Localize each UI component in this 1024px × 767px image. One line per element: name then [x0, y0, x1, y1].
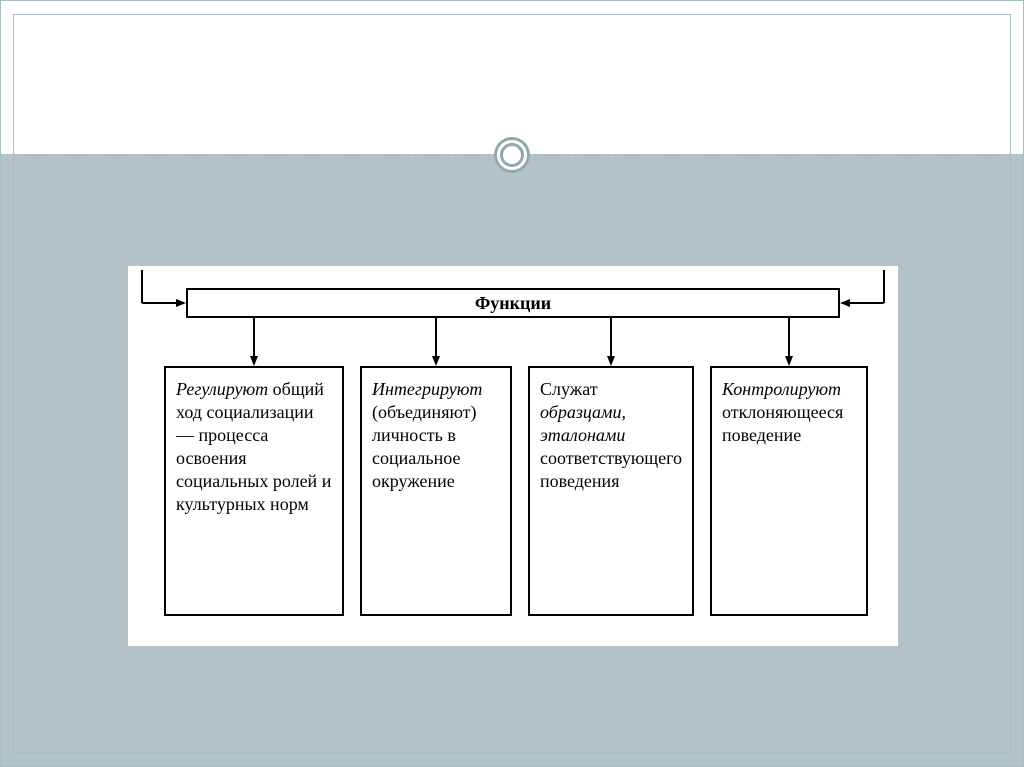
header-area	[1, 1, 1023, 154]
function-box-control: Контролируют отклоняющееся поведение	[710, 366, 868, 616]
text-segment: Регулируют	[176, 379, 268, 399]
text-segment: общий ход социализации — процесса освоен…	[176, 379, 331, 514]
diagram-card: Функции Регулируют общий ход социализаци…	[128, 266, 898, 646]
text-segment: Служат	[540, 379, 598, 399]
function-box-integrate: Интегрируют (объединяют) личность в соци…	[360, 366, 512, 616]
text-segment: Контролируют	[722, 379, 841, 399]
functions-title-box: Функции	[186, 288, 840, 318]
text-segment: соответствующего поведения	[540, 448, 682, 491]
function-box-regulate: Регулируют общий ход социализации — проц…	[164, 366, 344, 616]
text-segment: Интегрируют	[372, 379, 482, 399]
text-segment: образцами, эталонами	[540, 402, 626, 445]
functions-title-text: Функции	[475, 293, 551, 314]
slide-frame: Функции Регулируют общий ход социализаци…	[0, 0, 1024, 767]
text-segment: (объединяют) личность в социальное окруж…	[372, 402, 477, 491]
function-box-serve: Служат образцами, эталонами соответствую…	[528, 366, 694, 616]
text-segment: отклоняющееся поведение	[722, 402, 843, 445]
ring-icon	[494, 137, 530, 173]
